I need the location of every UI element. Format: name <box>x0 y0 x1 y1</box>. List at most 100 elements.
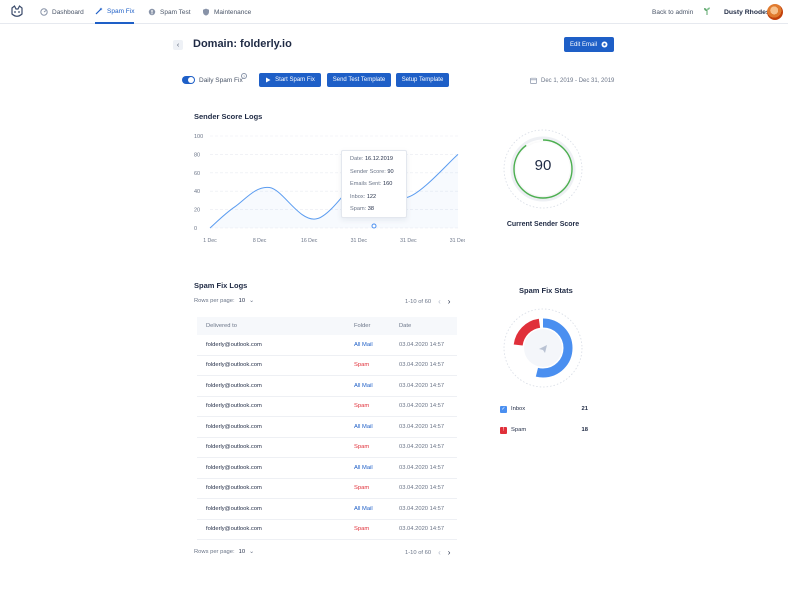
pagination-bottom: 1-10 of 60 ‹ › <box>405 548 450 557</box>
x-tick-label: 16 Dec <box>301 238 318 244</box>
pagination-range: 1-10 of 60 <box>405 298 432 305</box>
cell-delivered-to: folderly@outlook.com <box>206 464 262 471</box>
y-tick-label: 60 <box>194 171 200 177</box>
rows-per-page-value: 10 <box>238 298 246 304</box>
chart-tooltip: Date: 16.12.2019 Sender Score: 90 Emails… <box>341 150 407 218</box>
send-test-template-button[interactable]: Send Test Template <box>327 73 391 87</box>
table-row[interactable]: folderly@outlook.com All Mail 03.04.2020 1… <box>197 335 457 356</box>
back-to-admin-link[interactable]: Back to admin <box>652 8 694 16</box>
cell-folder: Spam <box>354 485 370 492</box>
table-row[interactable]: folderly@outlook.com Spam 03.04.2020 14:57 <box>197 479 457 499</box>
page-title: Domain: folderly.io <box>193 38 292 50</box>
header-date[interactable]: Date <box>399 323 412 329</box>
table-row[interactable]: folderly@outlook.com Spam 03.04.2020 14:57 <box>197 438 457 458</box>
legend-inbox-label: Inbox <box>511 406 526 412</box>
start-spam-fix-button[interactable]: Start Spam Fix <box>259 73 321 87</box>
header-delivered-to[interactable]: Delivered to <box>206 323 237 329</box>
table-row[interactable]: folderly@outlook.com Spam 03.04.2020 14:57 <box>197 397 457 417</box>
edit-email-button[interactable]: Edit Email <box>564 37 614 52</box>
tooltip-spam-value: 38 <box>367 206 374 213</box>
next-page-icon[interactable]: › <box>447 297 451 306</box>
send-icon <box>539 345 547 353</box>
y-tick-label: 0 <box>194 226 197 232</box>
tooltip-date-value: 16.12.2019 <box>364 156 393 162</box>
sender-score-gauge <box>503 129 583 209</box>
cell-folder: Spam <box>354 362 370 369</box>
nav-maintenance[interactable]: Maintenance <box>202 0 251 24</box>
y-tick-label: 20 <box>194 208 200 214</box>
tooltip-date-row: Date: 16.12.2019 <box>350 156 398 169</box>
cell-date: 03.04.2020 14:57 <box>399 444 445 451</box>
info-icon[interactable]: ? <box>241 73 247 79</box>
avatar[interactable] <box>767 4 783 20</box>
x-tick-label: 8 Dec <box>253 238 267 244</box>
cell-date: 03.04.2020 14:57 <box>399 505 445 512</box>
prev-page-icon[interactable]: ‹ <box>438 548 441 557</box>
sender-score-logs-title: Sender Score Logs <box>194 112 263 121</box>
date-range-text: Dec 1, 2019 - Dec 31, 2019 <box>541 77 615 84</box>
nav-spam-test-label: Spam Test <box>160 8 191 16</box>
wand-icon <box>95 7 103 15</box>
tooltip-sent-label: Emails Sent: <box>350 181 382 188</box>
table-row[interactable]: folderly@outlook.com All Mail 03.04.2020 1… <box>197 417 457 438</box>
table-row[interactable]: folderly@outlook.com All Mail 03.04.2020 1… <box>197 499 457 520</box>
x-tick-label: 31 Dec <box>351 238 368 244</box>
table-row[interactable]: folderly@outlook.com Spam 03.04.2020 14:57 <box>197 356 457 376</box>
daily-spam-fix-toggle[interactable] <box>182 76 195 84</box>
cell-folder: All Mail <box>354 341 373 348</box>
inbox-check-icon: ✓ <box>500 405 507 413</box>
tooltip-spam-label: Spam: <box>350 206 367 213</box>
y-tick-label: 100 <box>194 134 203 140</box>
cell-delivered-to: folderly@outlook.com <box>206 485 262 492</box>
rows-per-page-label: Rows per page: <box>194 549 235 555</box>
x-tick-label: 31 Dec <box>400 238 417 244</box>
gauge-progress-arc <box>513 139 573 199</box>
cell-delivered-to: folderly@outlook.com <box>206 341 262 348</box>
tooltip-inbox-row: Inbox: 122 <box>350 194 398 207</box>
rows-per-page-label: Rows per page: <box>194 298 235 304</box>
header-folder[interactable]: Folder <box>354 323 371 329</box>
cell-folder: All Mail <box>354 464 373 471</box>
date-range-picker[interactable]: Dec 1, 2019 - Dec 31, 2019 <box>530 77 614 84</box>
rows-per-page-bottom[interactable]: Rows per page: 10 ⌄ <box>194 549 254 555</box>
shield-icon <box>203 8 209 16</box>
hover-point <box>371 223 377 229</box>
nav-dashboard[interactable]: Dashboard <box>40 0 84 24</box>
nav-spam-test[interactable]: Spam Test <box>148 0 191 24</box>
sender-score-value: 90 <box>534 157 552 174</box>
table-header: Delivered to Folder Date <box>197 317 457 335</box>
spam-alert-icon: ! <box>500 426 507 434</box>
nav-maintenance-label: Maintenance <box>214 8 252 16</box>
rows-per-page-top[interactable]: Rows per page: 10 ⌄ <box>194 298 254 304</box>
dashboard-icon <box>40 8 48 16</box>
tooltip-sent-row: Emails Sent: 160 <box>350 181 398 194</box>
daily-spam-fix-label: Daily Spam Fix <box>199 77 243 84</box>
legend-inbox: ✓ Inbox 21 <box>500 404 588 414</box>
y-tick-label: 40 <box>194 189 200 195</box>
edit-email-label: Edit Email <box>569 41 597 48</box>
table-row[interactable]: folderly@outlook.com Spam 03.04.2020 14:57 <box>197 520 457 540</box>
pagination-top: 1-10 of 60 ‹ › <box>405 297 450 306</box>
prev-page-icon[interactable]: ‹ <box>438 297 441 306</box>
start-spam-fix-label: Start Spam Fix <box>275 77 315 83</box>
y-tick-label: 80 <box>194 152 200 158</box>
logo-icon[interactable] <box>10 5 24 19</box>
gear-icon <box>601 41 608 48</box>
back-button[interactable]: ‹ <box>173 40 183 50</box>
donut-inbox-slice <box>513 318 573 378</box>
nav-spam-fix[interactable]: Spam Fix <box>95 0 135 24</box>
top-navigation: Dashboard Spam Fix Spam Test Maintenance… <box>0 0 788 24</box>
table-row[interactable]: folderly@outlook.com All Mail 03.04.2020 1… <box>197 376 457 397</box>
cell-date: 03.04.2020 14:57 <box>399 403 445 410</box>
sender-score-chart: 0 20 40 60 80 100 1 Dec 8 Dec 16 Dec 31 Dec 31 Dec… <box>194 134 465 244</box>
user-name[interactable]: Dusty Rhodes <box>724 8 770 16</box>
play-icon <box>266 77 271 83</box>
cell-folder: Spam <box>354 526 370 533</box>
table-row[interactable]: folderly@outlook.com All Mail 03.04.2020 1… <box>197 458 457 479</box>
cell-folder: All Mail <box>354 423 373 430</box>
tooltip-date-label: Date: <box>350 156 364 162</box>
setup-template-button[interactable]: Setup Template <box>396 73 449 87</box>
next-page-icon[interactable]: › <box>447 548 451 557</box>
cell-date: 03.04.2020 14:57 <box>399 526 445 533</box>
spam-fix-logs-title: Spam Fix Logs <box>194 281 248 290</box>
